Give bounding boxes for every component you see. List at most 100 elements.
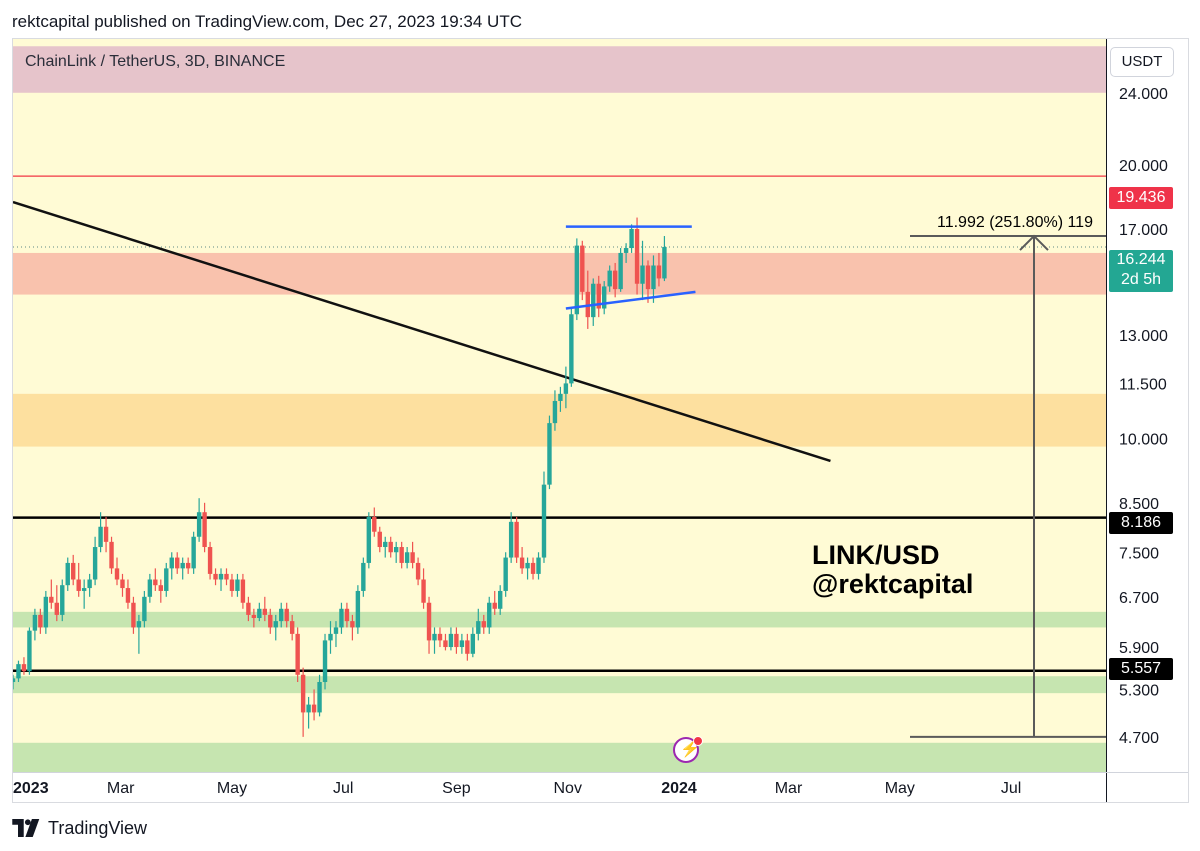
candle-body [623,248,629,253]
candle-body [98,526,103,548]
price-axis-label: 13.000 [1119,328,1168,345]
candles-layer [13,217,667,737]
candle-body [76,579,81,591]
candle-body [196,512,202,537]
candle-body [92,547,98,580]
candle-body [580,245,585,292]
candle-body [487,602,492,628]
candle-body [32,614,38,631]
candle-body [388,541,393,553]
time-axis-label: May [217,780,247,797]
candle-body [180,562,185,569]
symbol-title[interactable]: ChainLink / TetherUS, 3D, BINANCE [25,53,286,70]
candle-body [229,579,235,591]
candle-body [289,621,295,634]
candle-body [153,579,158,586]
candle-body [142,596,147,622]
zone-orange [13,393,1106,447]
time-axis-label: Mar [775,780,803,797]
candle-body [322,640,328,683]
candle-body [125,588,131,603]
chart-panel[interactable]: 24.00020.00017.00015.00013.00011.50010.0… [12,38,1189,803]
candle-body [470,633,476,654]
candle-body [131,602,136,628]
candle-body [16,664,21,679]
candle-body [640,265,645,284]
candle-body [361,562,366,591]
candle-body [262,608,268,615]
notification-dot [693,736,703,746]
candle-body [426,602,432,641]
price-tag-support-high: 8.186 [1109,512,1173,534]
candle-body [224,573,229,580]
candle-body [246,602,251,615]
candle-body [87,579,92,589]
descending-trendline [13,200,831,463]
candle-body [459,640,465,648]
candle-body [602,286,607,309]
candle-body [651,265,656,290]
candle-body [213,573,218,580]
candle-body [207,547,213,574]
candle-body [525,562,530,569]
candle-body [103,526,109,542]
candle-body [530,562,536,574]
candle-body [421,579,426,603]
candle-body [251,614,257,619]
candle-body [311,704,317,713]
candle-body [81,588,87,591]
time-axis-label: Sep [442,780,471,797]
watermark-line-1: LINK/USD [812,540,940,570]
price-axis-label: 20.000 [1119,158,1168,175]
candle-body [279,608,284,622]
price-axis-label: 4.700 [1119,730,1159,747]
candle-body [372,517,377,532]
candle-body [454,633,459,648]
zones-layer [13,39,1106,772]
price-axis-label: 24.000 [1119,86,1168,103]
candle-body [235,579,240,591]
candle-body [109,541,114,569]
candle-body [629,228,634,249]
current-price-value: 16.244 [1116,251,1166,268]
zone-green [13,742,1106,772]
price-axis-label: 10.000 [1119,432,1168,449]
measure-arrow-icon [1019,234,1049,251]
candle-body [300,674,306,713]
price-tag-resistance: 19.436 [1109,187,1173,209]
candle-body [410,552,415,563]
candle-body [399,547,404,563]
currency-button[interactable]: USDT [1110,47,1174,77]
candle-body [465,640,470,654]
candle-body [656,265,662,279]
time-axis-label: Mar [107,780,135,797]
price-axis-label: 8.500 [1119,496,1159,513]
price-axis-label: 6.700 [1119,590,1159,607]
pattern-bottom-line [565,290,696,310]
axis-layer: 24.00020.00017.00015.00013.00011.50010.0… [13,39,1188,802]
footer: TradingView [12,816,147,840]
candle-body [377,531,382,548]
candle-body [38,614,43,628]
footer-brand: TradingView [48,817,148,838]
candle-body [508,521,514,558]
candle-body [563,383,569,394]
candle-body [618,252,623,290]
price-chart[interactable]: 24.00020.00017.00015.00013.00011.50010.0… [13,39,1189,803]
candle-body [393,547,399,553]
candle-body [257,608,262,619]
candle-body [574,245,580,315]
candle-body [158,585,164,591]
candle-body [558,393,563,401]
candle-body [43,596,49,628]
price-axis-label: 17.000 [1119,222,1168,239]
candle-body [552,400,558,424]
candle-body [612,270,618,290]
candle-body [634,228,640,284]
candle-body [476,621,481,634]
candle-body [596,283,601,309]
candle-body [65,562,70,586]
candle-body [645,265,651,290]
candle-body [273,621,278,628]
time-axis-label: May [885,780,915,797]
